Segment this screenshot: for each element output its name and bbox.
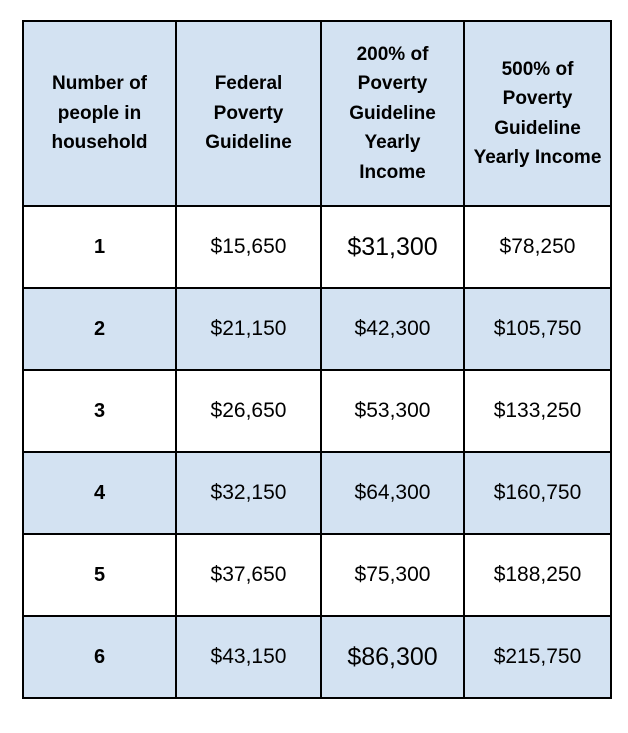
cell-federal-poverty-guideline: $43,150 — [175, 615, 322, 699]
header-row: Number of people in household Federal Po… — [22, 20, 612, 207]
cell-500pct-income: $78,250 — [463, 205, 612, 289]
table-row: 2 $21,150 $42,300 $105,750 — [22, 287, 612, 371]
table-header: Number of people in household Federal Po… — [22, 20, 612, 207]
cell-200pct-income: $75,300 — [320, 533, 465, 617]
cell-federal-poverty-guideline: $21,150 — [175, 287, 322, 371]
cell-200pct-income: $31,300 — [320, 205, 465, 289]
cell-500pct-income: $188,250 — [463, 533, 612, 617]
cell-household-size: 4 — [22, 451, 177, 535]
cell-200pct-income: $42,300 — [320, 287, 465, 371]
table-body: 1 $15,650 $31,300 $78,250 2 $21,150 $42,… — [22, 205, 612, 699]
cell-500pct-income: $105,750 — [463, 287, 612, 371]
column-header-500pct-income: 500% of Poverty Guideline Yearly Income — [463, 20, 612, 207]
column-header-household-size: Number of people in household — [22, 20, 177, 207]
table-row: 4 $32,150 $64,300 $160,750 — [22, 451, 612, 535]
column-header-federal-poverty-guideline: Federal Poverty Guideline — [175, 20, 322, 207]
poverty-guidelines-table: Number of people in household Federal Po… — [22, 20, 612, 699]
cell-federal-poverty-guideline: $37,650 — [175, 533, 322, 617]
cell-500pct-income: $160,750 — [463, 451, 612, 535]
column-header-200pct-income: 200% of Poverty Guideline Yearly Income — [320, 20, 465, 207]
cell-200pct-income: $86,300 — [320, 615, 465, 699]
cell-200pct-income: $53,300 — [320, 369, 465, 453]
table-row: 5 $37,650 $75,300 $188,250 — [22, 533, 612, 617]
cell-200pct-income: $64,300 — [320, 451, 465, 535]
cell-household-size: 5 — [22, 533, 177, 617]
cell-household-size: 3 — [22, 369, 177, 453]
cell-500pct-income: $215,750 — [463, 615, 612, 699]
cell-federal-poverty-guideline: $32,150 — [175, 451, 322, 535]
table-row: 1 $15,650 $31,300 $78,250 — [22, 205, 612, 289]
cell-500pct-income: $133,250 — [463, 369, 612, 453]
table-row: 6 $43,150 $86,300 $215,750 — [22, 615, 612, 699]
cell-federal-poverty-guideline: $26,650 — [175, 369, 322, 453]
cell-household-size: 1 — [22, 205, 177, 289]
cell-federal-poverty-guideline: $15,650 — [175, 205, 322, 289]
table-row: 3 $26,650 $53,300 $133,250 — [22, 369, 612, 453]
cell-household-size: 2 — [22, 287, 177, 371]
cell-household-size: 6 — [22, 615, 177, 699]
